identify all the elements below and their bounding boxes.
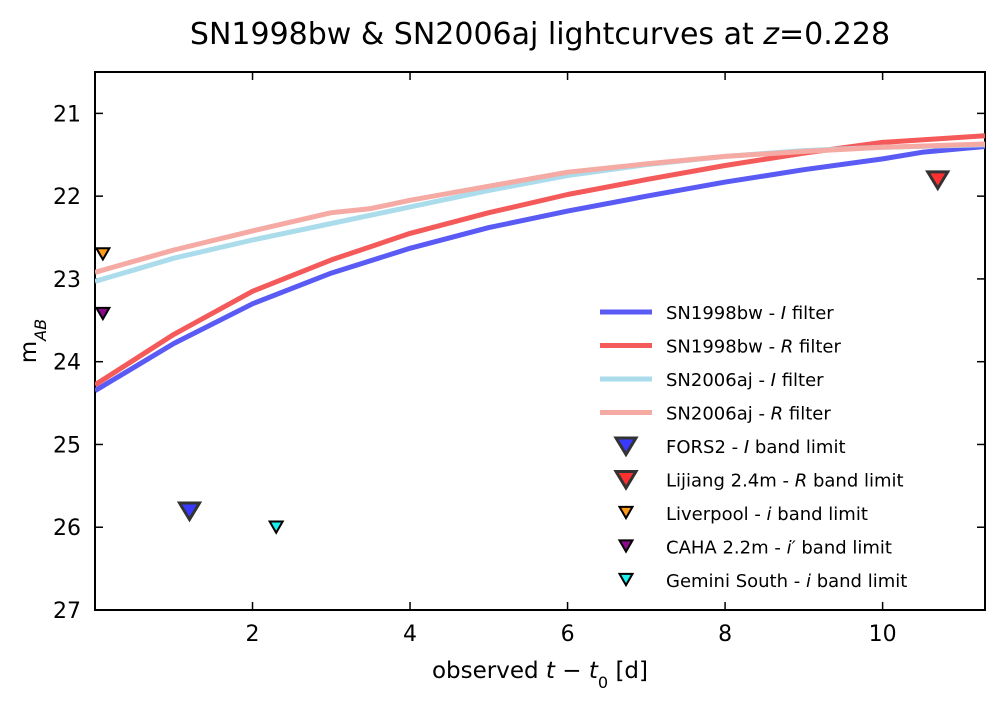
- legend-label-3-part: filter: [776, 370, 824, 391]
- y-tick-label: 26: [53, 516, 81, 541]
- x-axis-label-text-part: [d]: [608, 658, 648, 684]
- legend-label-7: Liverpool - i band limit: [666, 504, 868, 525]
- x-tick-label: 6: [561, 622, 575, 647]
- x-axis-label-text-part: t: [589, 658, 599, 684]
- x-axis-label-text-part: t: [546, 658, 556, 684]
- legend-label-3: SN2006aj - I filter: [666, 370, 824, 391]
- legend-marker-8: [617, 539, 635, 554]
- legend-label-6-part: R: [795, 471, 808, 492]
- legend-label-6: Lijiang 2.4m - R band limit: [666, 471, 904, 492]
- y-tick-label: 22: [53, 185, 81, 210]
- legend-marker-7: [617, 505, 635, 521]
- x-axis-label: observed t − t0 [d]: [432, 658, 648, 692]
- legend-label-5-part: FORS2 -: [666, 437, 744, 458]
- legend-label-7-part: i: [767, 504, 772, 525]
- chart-title-text-part: =0.228: [779, 17, 890, 52]
- x-tick-label: 10: [869, 622, 897, 647]
- legend-label-1-part: SN1998bw -: [666, 303, 781, 324]
- legend-marker-5: [613, 436, 639, 458]
- legend-label-5-part: I: [744, 437, 749, 458]
- x-axis-label-text-part: observed: [432, 658, 546, 684]
- x-tick-label: 4: [403, 622, 417, 647]
- chart-title-text-part: SN1998bw & SN2006aj lightcurves at: [190, 17, 763, 52]
- y-axis-label-text-part: AB: [31, 319, 50, 342]
- x-axis-label-text-part: 0: [598, 673, 608, 692]
- legend-label-8-part: i′: [787, 538, 796, 559]
- legend-label-5: FORS2 - I band limit: [666, 437, 846, 458]
- chart-title-text: SN1998bw & SN2006aj lightcurves at z=0.2…: [190, 17, 890, 52]
- legend-label-6-part: Lijiang 2.4m -: [666, 471, 795, 492]
- y-tick-label: 25: [53, 433, 81, 458]
- legend-label-9-part: band limit: [811, 571, 907, 592]
- legend-label-1: SN1998bw - I filter: [666, 303, 834, 324]
- limit-marker-1-1: [176, 501, 203, 523]
- legend-label-2-part: SN1998bw -: [666, 337, 781, 358]
- legend-label-1-part: I: [781, 303, 786, 324]
- limit-marker-3-1: [94, 247, 112, 262]
- legend-label-2: SN1998bw - R filter: [666, 337, 842, 358]
- legend-label-3-part: I: [771, 370, 776, 391]
- series-line-2: [95, 133, 985, 388]
- y-tick-label: 27: [53, 599, 81, 624]
- legend-label-4: SN2006aj - R filter: [666, 404, 831, 425]
- legend-label-9-part: Gemini South -: [666, 571, 806, 592]
- axes-box: [94, 71, 986, 611]
- chart-title: SN1998bw & SN2006aj lightcurves at z=0.2…: [190, 17, 890, 52]
- y-axis-label-text-part: m: [16, 341, 42, 363]
- x-axis-label-text: observed t − t0 [d]: [432, 658, 648, 692]
- series-lines: [95, 133, 985, 393]
- x-axis-label-text-part: −: [555, 658, 589, 684]
- y-tick-label: 21: [53, 102, 81, 127]
- legend-marker-6: [613, 469, 639, 491]
- y-axis-label: mAB: [16, 319, 50, 363]
- chart-title-text-part: z: [762, 17, 780, 52]
- legend-label-8-part: band limit: [796, 538, 892, 559]
- legend-label-2-part: filter: [793, 337, 841, 358]
- legend-label-9-part: i: [806, 571, 811, 592]
- limit-marker-5-1: [267, 520, 285, 535]
- x-tick-label: 2: [246, 622, 260, 647]
- legend-marker-9: [617, 572, 635, 588]
- legend-label-8-part: CAHA 2.2m -: [666, 538, 787, 559]
- legend-label-4-part: filter: [783, 404, 831, 425]
- legend-label-9: Gemini South - i band limit: [666, 571, 907, 592]
- limit-marker-4-1: [94, 306, 112, 322]
- series-line-1: [95, 144, 985, 393]
- legend-label-1-part: filter: [786, 303, 834, 324]
- legend-label-6-part: band limit: [807, 471, 903, 492]
- series-line-4: [95, 141, 985, 275]
- y-axis-label-text: mAB: [16, 319, 50, 363]
- axes-frame: [94, 71, 986, 611]
- legend-label-7-part: band limit: [772, 504, 868, 525]
- y-tick-label: 24: [53, 351, 81, 376]
- legend-label-4-part: R: [771, 404, 784, 425]
- legend-label-7-part: Liverpool -: [666, 504, 767, 525]
- legend-label-3-part: SN2006aj -: [666, 370, 771, 391]
- x-tick-label: 8: [718, 622, 732, 647]
- y-tick-label: 23: [53, 268, 81, 293]
- legend-label-5-part: band limit: [749, 437, 845, 458]
- legend-label-2-part: R: [781, 337, 794, 358]
- limit-marker-2-1: [925, 170, 951, 192]
- legend-label-4-part: SN2006aj -: [666, 404, 771, 425]
- legend-label-8: CAHA 2.2m - i′ band limit: [666, 538, 892, 559]
- limit-markers: [94, 170, 951, 535]
